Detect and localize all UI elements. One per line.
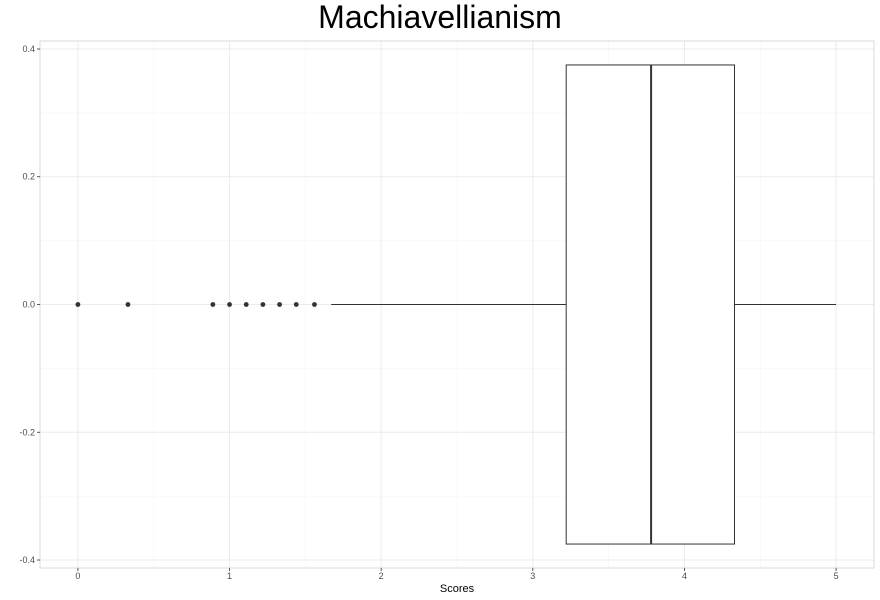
y-tick-label: 0.0 (22, 300, 35, 310)
y-tick-label: 0.4 (22, 44, 35, 54)
x-tick-label: 3 (530, 571, 535, 581)
outlier-point (227, 302, 232, 307)
chart-marks (75, 64, 837, 545)
outlier-point (260, 302, 266, 307)
x-axis-title: Scores (440, 583, 475, 595)
outlier-point (125, 302, 131, 307)
y-tick-label: -0.2 (19, 427, 35, 437)
y-axis-ticks: -0.4 -0.2 0.0 0.2 0.4 (19, 44, 40, 565)
outlier-point (293, 302, 299, 307)
x-tick-label: 1 (227, 571, 232, 581)
y-tick-label: 0.2 (22, 172, 35, 182)
y-tick-label: -0.4 (19, 555, 35, 565)
x-tick-label: 4 (682, 571, 687, 581)
outlier-point (312, 302, 317, 307)
outlier-point (277, 302, 282, 307)
x-axis-ticks: 0 1 2 3 4 5 (75, 568, 839, 581)
x-tick-label: 5 (834, 571, 839, 581)
outlier-point (210, 302, 216, 307)
chart-title: Machiavellianism (318, 0, 562, 35)
x-tick-label: 0 (75, 571, 80, 581)
outlier-point (243, 302, 249, 307)
outlier-point (75, 302, 81, 307)
x-tick-label: 2 (379, 571, 384, 581)
